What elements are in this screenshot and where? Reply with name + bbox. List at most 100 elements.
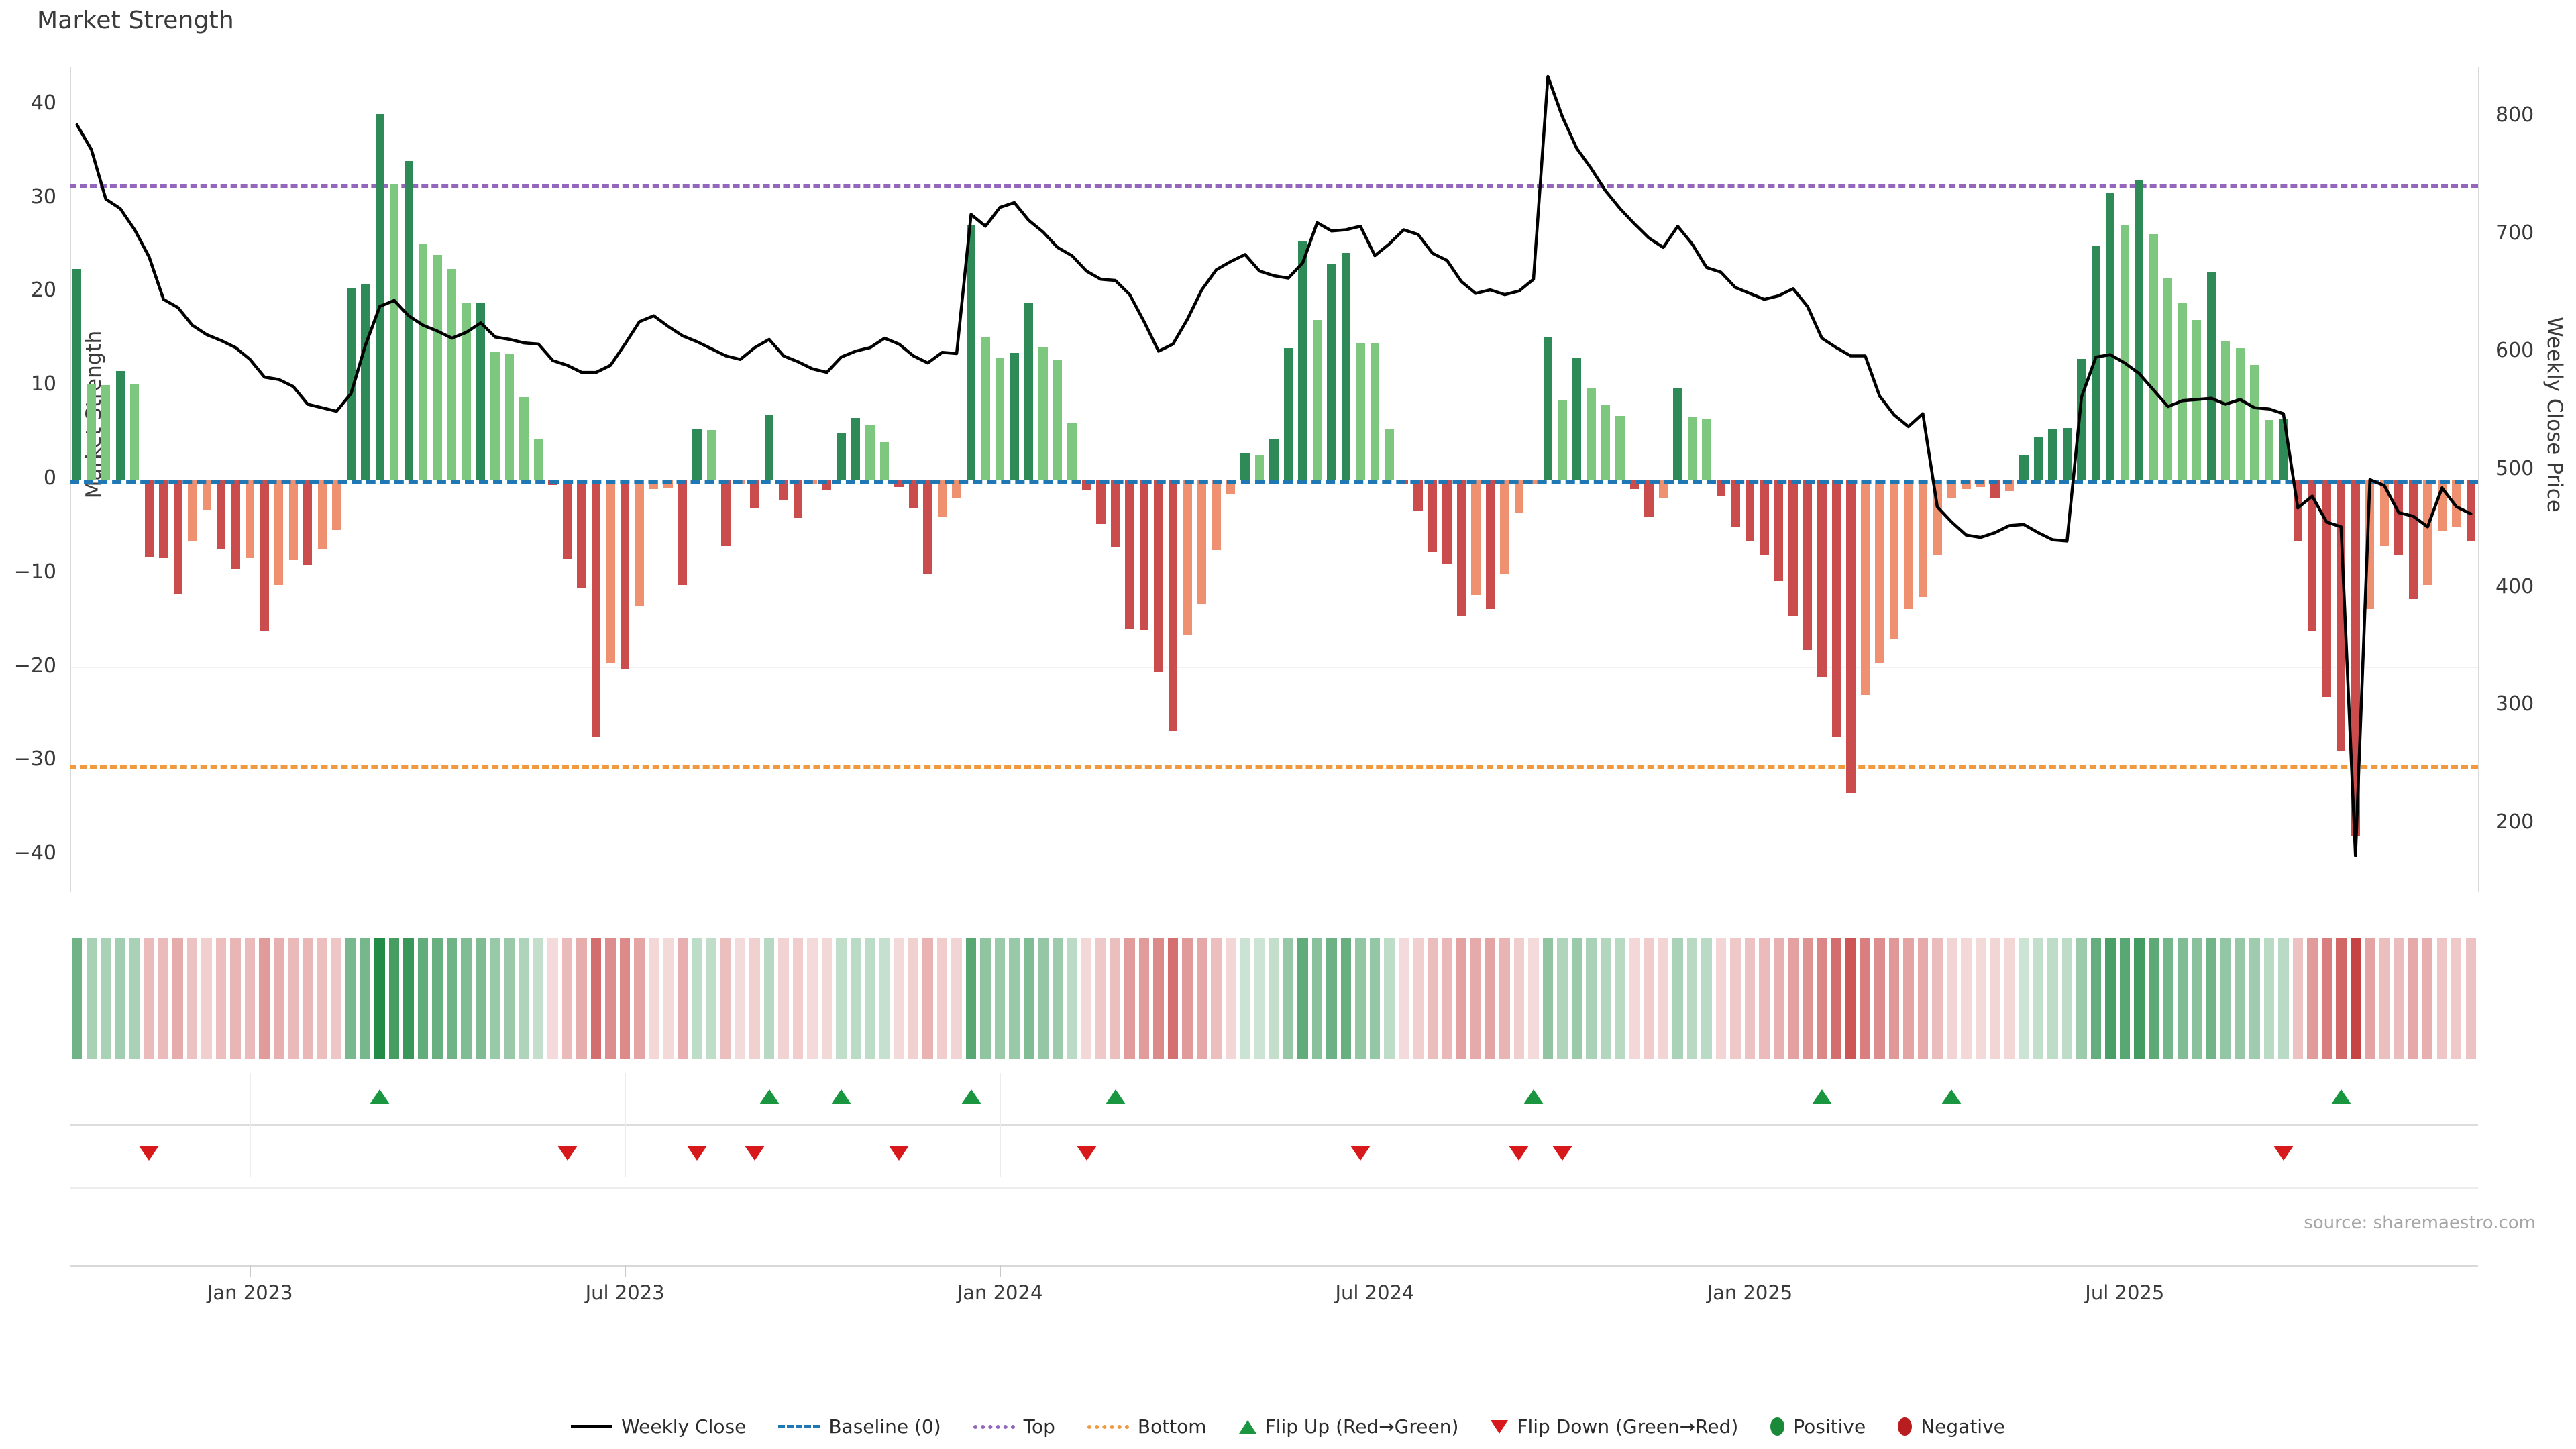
strength-bar (1471, 480, 1481, 595)
heatmap-cell (561, 938, 573, 1059)
heatmap-cell (1571, 938, 1582, 1059)
strength-bar (851, 417, 861, 480)
heatmap-cell (446, 938, 458, 1059)
flip-down-marker (1509, 1146, 1529, 1161)
strength-bar (1543, 337, 1553, 480)
source-attribution: source: sharemaestro.com (2304, 1213, 2536, 1233)
strength-bar (1673, 388, 1682, 480)
heatmap-cell (374, 938, 385, 1059)
legend-item[interactable]: Flip Down (Green→Red) (1491, 1415, 1738, 1438)
strength-bar (923, 480, 932, 575)
strength-bar (1283, 348, 1293, 480)
x-tick-guide (1000, 1073, 1001, 1177)
heatmap-cell (1095, 938, 1106, 1059)
heatmap-cell (72, 938, 83, 1059)
heatmap-cell (2336, 938, 2347, 1059)
strength-bar (519, 397, 529, 480)
strength-bar (1889, 480, 1899, 639)
heatmap-cell (1081, 938, 1092, 1059)
x-tick-label: Jan 2023 (207, 1281, 293, 1304)
heatmap-cell (922, 938, 933, 1059)
heatmap-cell (634, 938, 645, 1059)
strength-bar (2264, 419, 2273, 480)
strength-bar (1254, 455, 1265, 480)
heatmap-cell (1240, 938, 1250, 1059)
heatmap-cell (807, 938, 818, 1059)
strength-bar (2091, 246, 2100, 480)
strength-bar (1860, 480, 1870, 696)
heatmap-cell (1744, 938, 1756, 1059)
line-dashed-blue-icon (778, 1425, 820, 1428)
heatmap-cell (1528, 938, 1539, 1059)
heatmap-cell (172, 938, 183, 1059)
strength-bar (2308, 480, 2317, 632)
flip-down-marker (139, 1146, 160, 1161)
heatmap-cell (1788, 938, 1799, 1059)
legend-item[interactable]: Baseline (0) (778, 1415, 941, 1438)
strength-bar (2120, 224, 2129, 480)
heatmap-cell (1456, 938, 1467, 1059)
heatmap-cell (2321, 938, 2332, 1059)
strength-bar (1731, 480, 1740, 527)
strength-bar (2077, 358, 2086, 480)
heatmap-cell (1730, 938, 1741, 1059)
heatmap-cell (2307, 938, 2318, 1059)
flip-up-marker (831, 1089, 852, 1104)
heatmap-cell (1615, 938, 1625, 1059)
strength-bar (1370, 343, 1380, 480)
strength-bar (678, 480, 688, 585)
heatmap-cell (836, 938, 847, 1059)
heatmap-cell (1182, 938, 1193, 1059)
heatmap-cell (1513, 938, 1525, 1059)
heatmap-cell (230, 938, 241, 1059)
heatmap-cell (2134, 938, 2145, 1059)
strength-bar (2293, 480, 2302, 541)
y-tick-left: 10 (30, 372, 56, 396)
strength-bar (1428, 480, 1438, 552)
heatmap-cell (2206, 938, 2217, 1059)
strength-bar (490, 352, 500, 480)
strength-bar (2250, 365, 2259, 480)
heatmap-cell (1658, 938, 1669, 1059)
strength-bar (2365, 480, 2375, 609)
triangle-down-red-icon (1491, 1419, 1509, 1434)
legend-item[interactable]: Positive (1770, 1415, 1866, 1438)
x-tick-label: Jul 2024 (1335, 1281, 1415, 1304)
heatmap-cell (490, 938, 500, 1059)
strength-bar (2379, 480, 2389, 547)
heatmap-cell (1326, 938, 1337, 1059)
heatmap-cell (692, 938, 702, 1059)
gridline (70, 667, 2478, 668)
heatmap-cell (1600, 938, 1611, 1059)
legend-item[interactable]: Flip Up (Red→Green) (1238, 1415, 1458, 1438)
heatmap-cell (980, 938, 991, 1059)
flip-up-marker (1811, 1089, 1832, 1104)
strength-bar (447, 268, 457, 480)
x-axis-spine (70, 1265, 2478, 1267)
legend-item[interactable]: Bottom (1087, 1415, 1207, 1438)
heatmap-cell (605, 938, 616, 1059)
legend-item[interactable]: Top (973, 1415, 1055, 1438)
strength-bar (1644, 480, 1654, 517)
heatmap-cell (720, 938, 731, 1059)
legend-label: Weekly Close (621, 1415, 747, 1438)
strength-bar (1514, 480, 1524, 514)
heatmap-cell (2408, 938, 2418, 1059)
strength-bar (2163, 278, 2173, 480)
legend-item[interactable]: Weekly Close (571, 1415, 746, 1438)
strength-bar (966, 224, 976, 480)
strength-bar (419, 243, 428, 480)
heatmap-cell (1138, 938, 1150, 1059)
heatmap-cell (1442, 938, 1452, 1059)
baseline-zero-line (70, 480, 2478, 484)
strength-bar (2106, 193, 2115, 480)
strength-bar (606, 480, 615, 663)
flip-up-marker (1105, 1089, 1126, 1104)
legend-item[interactable]: Negative (1898, 1415, 2005, 1438)
strength-bar (1745, 480, 1755, 541)
heatmap-cell (533, 938, 544, 1059)
strength-bar (130, 384, 140, 480)
flip-down-marker (1552, 1146, 1572, 1161)
y-tick-left: 20 (30, 278, 56, 303)
heatmap-cell (663, 938, 674, 1059)
